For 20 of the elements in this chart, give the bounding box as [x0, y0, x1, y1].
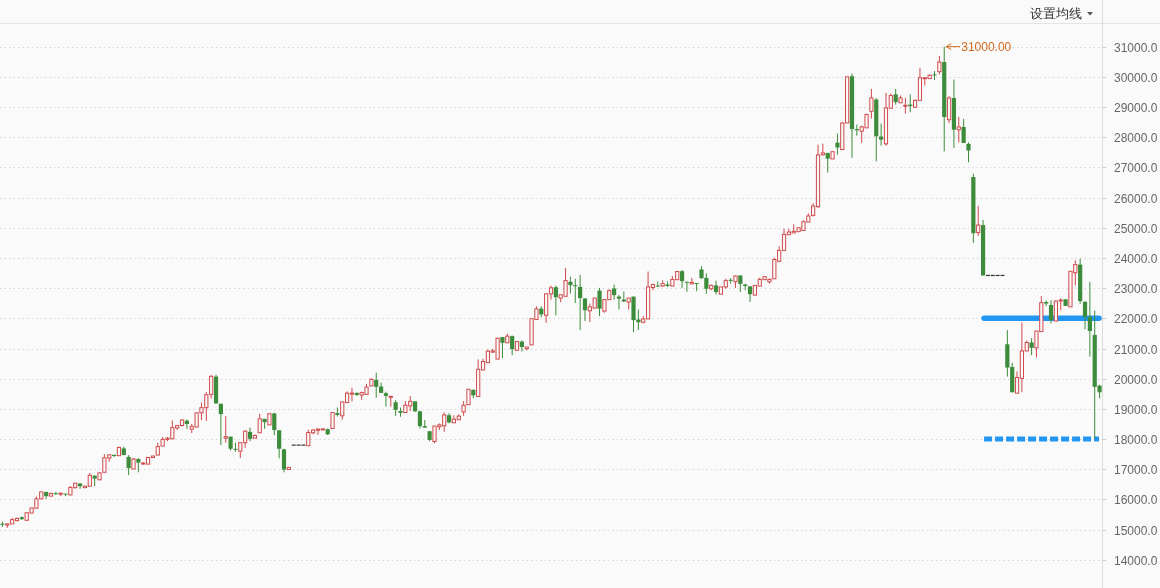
y-tick-label: 29000.0 [1114, 100, 1158, 115]
y-tick-label: 18000.0 [1114, 432, 1158, 447]
y-tick-label: 21000.0 [1114, 342, 1158, 357]
annotation: 设置均线 [1030, 6, 1082, 21]
y-tick-label: 17000.0 [1114, 462, 1158, 477]
y-tick-label: 14000.0 [1114, 553, 1158, 568]
annotation: 31000.00 [961, 39, 1012, 54]
y-tick-label: 19000.0 [1114, 402, 1158, 417]
y-tick-label: 31000.0 [1114, 40, 1158, 55]
y-tick-label: 27000.0 [1114, 160, 1158, 175]
y-tick-label: 16000.0 [1114, 492, 1158, 507]
y-tick-label: 30000.0 [1114, 70, 1158, 85]
y-tick-label: 20000.0 [1114, 372, 1158, 387]
y-tick-label: 15000.0 [1114, 523, 1158, 538]
y-tick-label: 25000.0 [1114, 221, 1158, 236]
y-tick-label: 28000.0 [1114, 130, 1158, 145]
y-tick-label: 26000.0 [1114, 191, 1158, 206]
y-tick-label: 24000.0 [1114, 251, 1158, 266]
y-tick-label: 23000.0 [1114, 281, 1158, 296]
y-tick-label: 22000.0 [1114, 311, 1158, 326]
